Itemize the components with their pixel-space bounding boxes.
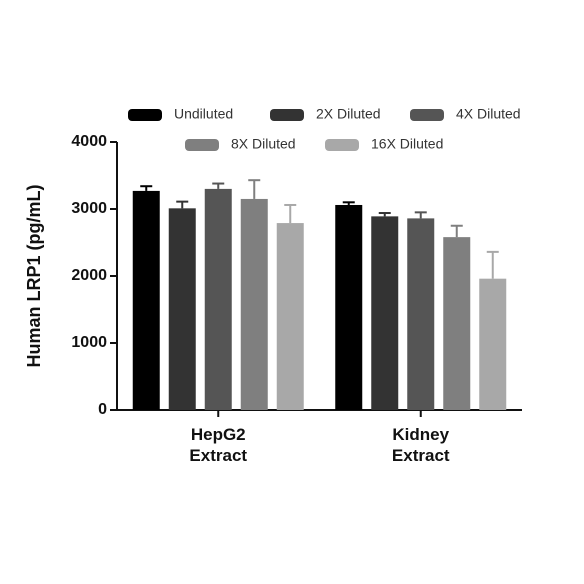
x-tick-label: Kidney Extract [391,425,450,465]
x-tick-label: HepG2 Extract [189,425,248,465]
error-bar [284,203,297,224]
y-tick-label: 2000 [71,267,107,284]
legend-label: 2X Diluted [316,106,381,122]
error-bar [140,185,153,191]
error-bar [450,224,463,238]
error-bar [486,250,499,279]
legend-label: 8X Diluted [231,136,296,152]
error-bar [342,201,355,205]
legend-swatch [325,139,359,151]
legend-swatch [185,139,219,151]
bar [335,204,363,410]
error-bar [414,211,427,219]
y-tick-label: 4000 [71,133,107,150]
bar [443,237,471,410]
bar [204,188,232,410]
legend-swatch [270,109,304,121]
bar [168,208,196,410]
bar [479,278,507,410]
bar [371,216,399,410]
bar [132,190,160,410]
y-tick-label: 0 [98,401,107,418]
error-bar [176,200,189,209]
error-bar [212,182,225,189]
legend-swatch [128,109,162,121]
error-bar [248,179,261,199]
bar [240,198,268,410]
bar [276,223,304,410]
legend-label: 4X Diluted [456,106,521,122]
bar [407,218,435,410]
legend-label: 16X Diluted [371,136,443,152]
error-bar [378,212,391,217]
legend-label: Undiluted [174,106,233,122]
y-axis-label: Human LRP1 (pg/mL) [24,184,44,367]
y-tick-label: 3000 [71,200,107,217]
y-tick-label: 1000 [71,334,107,351]
legend-swatch [410,109,444,121]
